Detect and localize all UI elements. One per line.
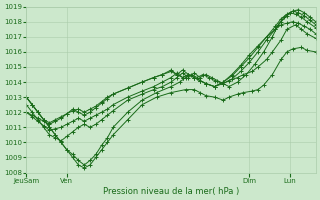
- X-axis label: Pression niveau de la mer( hPa ): Pression niveau de la mer( hPa ): [103, 187, 239, 196]
